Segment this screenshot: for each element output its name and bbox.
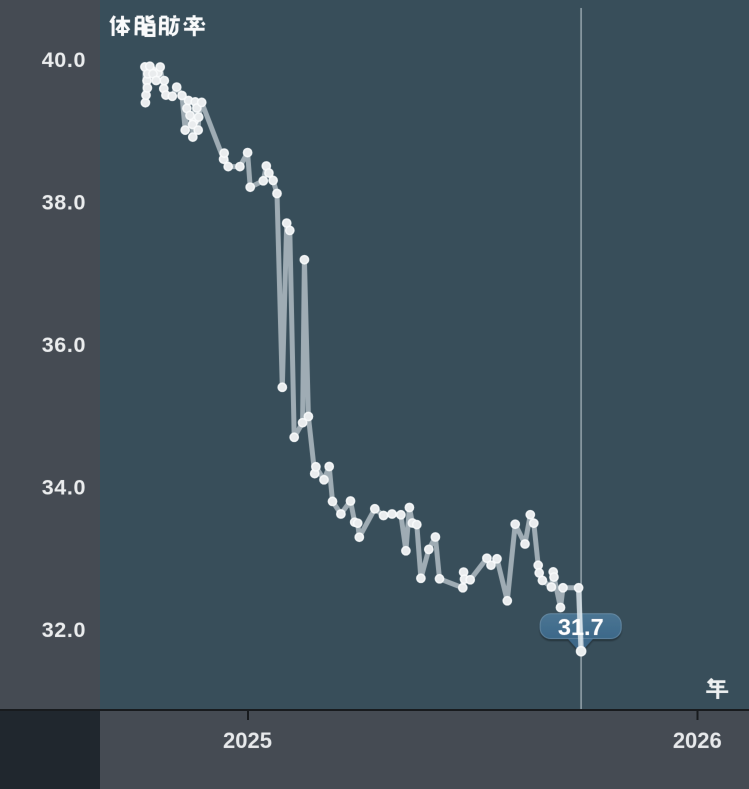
svg-text:31.7: 31.7	[558, 614, 604, 640]
svg-text:34.0: 34.0	[42, 476, 86, 500]
svg-text:32.0: 32.0	[42, 618, 86, 642]
svg-text:2025: 2025	[223, 728, 272, 753]
svg-text:36.0: 36.0	[42, 333, 86, 357]
svg-text:2026: 2026	[673, 728, 722, 753]
svg-text:40.0: 40.0	[42, 48, 86, 72]
svg-text:38.0: 38.0	[42, 191, 86, 215]
